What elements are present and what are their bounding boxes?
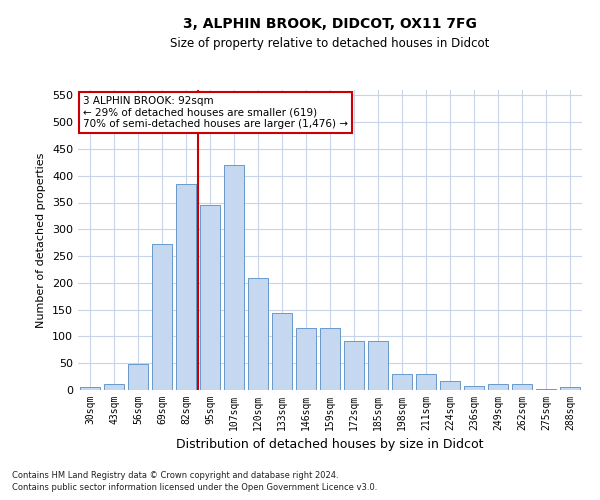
Bar — [176, 184, 196, 390]
Bar — [488, 384, 508, 390]
Bar — [248, 278, 268, 390]
Text: Contains HM Land Registry data © Crown copyright and database right 2024.: Contains HM Land Registry data © Crown c… — [12, 471, 338, 480]
Bar — [560, 388, 580, 390]
Bar — [392, 374, 412, 390]
Bar — [272, 314, 292, 390]
Bar — [464, 386, 484, 390]
Bar — [152, 244, 172, 390]
Bar — [104, 384, 124, 390]
Text: Contains public sector information licensed under the Open Government Licence v3: Contains public sector information licen… — [12, 484, 377, 492]
Bar — [512, 384, 532, 390]
Text: 3 ALPHIN BROOK: 92sqm
← 29% of detached houses are smaller (619)
70% of semi-det: 3 ALPHIN BROOK: 92sqm ← 29% of detached … — [83, 96, 348, 129]
Bar — [320, 328, 340, 390]
X-axis label: Distribution of detached houses by size in Didcot: Distribution of detached houses by size … — [176, 438, 484, 452]
Bar — [344, 340, 364, 390]
Bar — [368, 340, 388, 390]
Bar — [128, 364, 148, 390]
Bar — [440, 381, 460, 390]
Text: Size of property relative to detached houses in Didcot: Size of property relative to detached ho… — [170, 38, 490, 51]
Bar — [224, 165, 244, 390]
Bar — [80, 388, 100, 390]
Bar — [536, 389, 556, 390]
Bar — [296, 328, 316, 390]
Bar — [200, 205, 220, 390]
Y-axis label: Number of detached properties: Number of detached properties — [37, 152, 46, 328]
Bar — [416, 374, 436, 390]
Text: 3, ALPHIN BROOK, DIDCOT, OX11 7FG: 3, ALPHIN BROOK, DIDCOT, OX11 7FG — [183, 18, 477, 32]
